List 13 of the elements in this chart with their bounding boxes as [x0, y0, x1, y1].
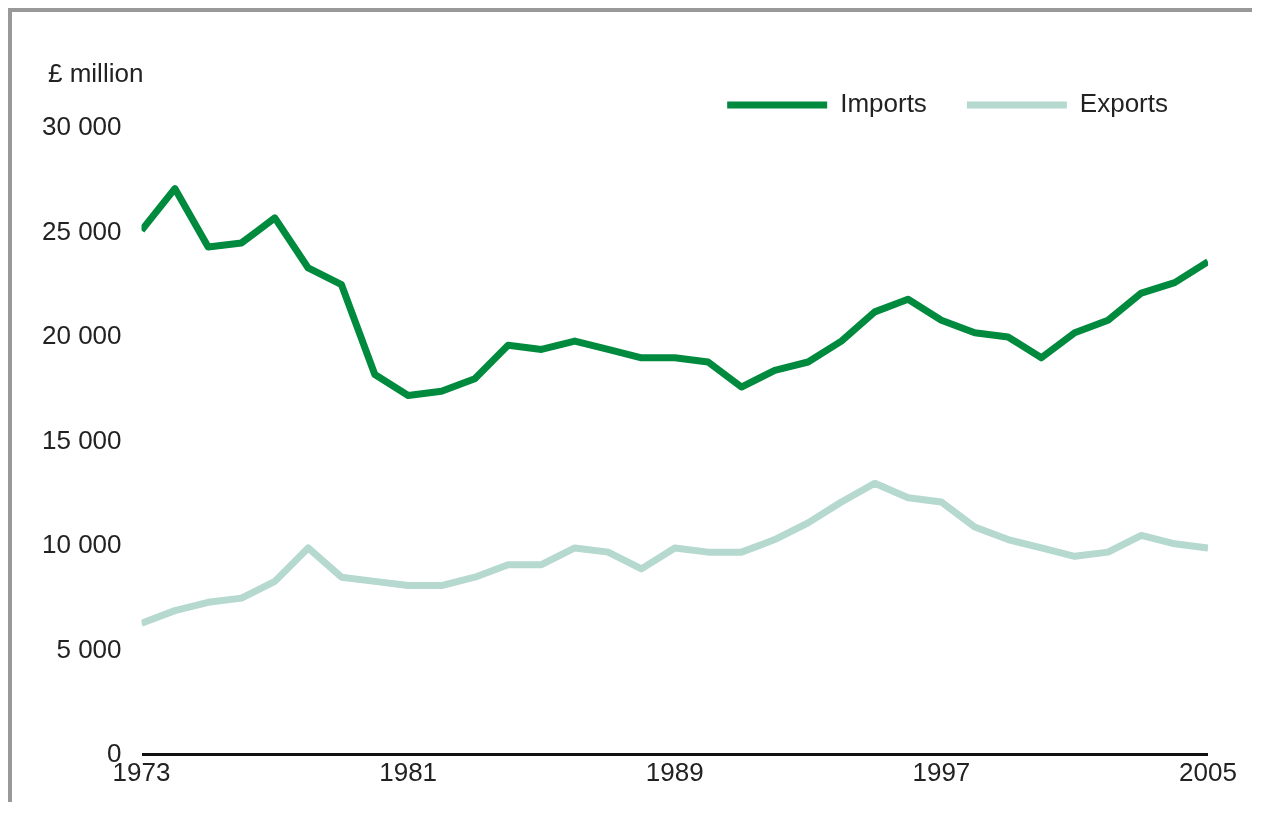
x-tick-label: 1989 [645, 756, 704, 787]
y-tick-label: 10 000 [41, 529, 122, 560]
y-tick-label: 5 000 [56, 633, 122, 664]
x-tick-label: 1981 [379, 756, 438, 787]
x-tick-label: 1997 [912, 756, 971, 787]
y-tick-label: 15 000 [41, 424, 122, 455]
x-tick-label: 2005 [1179, 756, 1237, 787]
y-tick-label: 20 000 [41, 320, 122, 351]
y-tick-label: 25 000 [41, 215, 122, 246]
y-axis-title: £ million [48, 58, 144, 88]
legend-label: Imports [840, 88, 927, 119]
y-tick-label: 30 000 [41, 111, 122, 142]
legend-label: Exports [1079, 88, 1169, 119]
